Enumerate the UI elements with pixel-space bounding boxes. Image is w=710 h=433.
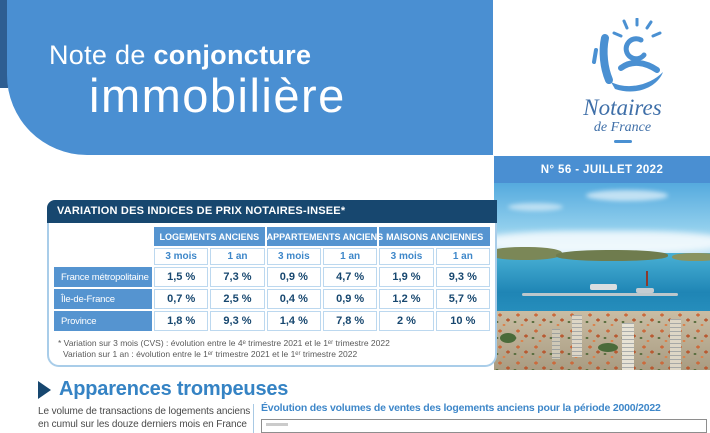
period-header: 3 mois <box>379 248 434 265</box>
photo-tree <box>598 343 618 352</box>
table-row: Province 1,8 % 9,3 % 1,4 % 7,8 % 2 % 10 … <box>54 311 490 331</box>
photo-island <box>556 250 668 261</box>
photo-ship <box>590 284 617 290</box>
newsletter-title: Note de conjoncture <box>49 40 311 71</box>
notaires-de-france-logo: Notaires de France <box>540 18 705 144</box>
footnote-line-1: * Variation sur 3 mois (CVS) : évolution… <box>58 338 390 348</box>
table-footnote: * Variation sur 3 mois (CVS) : évolution… <box>58 338 492 361</box>
empty-corner-cell <box>54 248 152 265</box>
period-header: 3 mois <box>266 248 321 265</box>
photo-tree <box>500 333 516 343</box>
photo-harbor-pier <box>522 293 678 296</box>
brand-underline-dash <box>613 140 632 144</box>
photo-building <box>622 323 634 370</box>
period-header: 1 an <box>322 248 378 265</box>
empty-corner-cell <box>54 227 152 246</box>
group-header-logements: LOGEMENTS ANCIENS <box>154 227 265 246</box>
table-group-header-row: LOGEMENTS ANCIENS APPARTEMENTS ANCIENS M… <box>54 227 490 246</box>
left-edge-accent-bar <box>0 0 8 88</box>
price-index-panel: VARIATION DES INDICES DE PRIX NOTAIRES-I… <box>47 200 497 367</box>
photo-island <box>672 253 710 261</box>
title-bold-part: conjoncture <box>153 40 312 70</box>
value-cell: 5,7 % <box>435 289 490 309</box>
photo-building <box>670 319 681 370</box>
article-body-text: Le volume de transactions de logements a… <box>38 406 251 430</box>
value-cell: 0,4 % <box>266 289 321 309</box>
period-header: 1 an <box>435 248 490 265</box>
row-label-province: Province <box>54 311 152 331</box>
value-cell: 1,5 % <box>154 267 209 287</box>
chart-axis-label-smudge <box>266 423 288 426</box>
table-period-header-row: 3 mois 1 an 3 mois 1 an 3 mois 1 an <box>54 248 490 265</box>
row-label-france: France métropolitaine <box>54 267 152 287</box>
table-title: VARIATION DES INDICES DE PRIX NOTAIRES-I… <box>47 200 497 223</box>
photo-building <box>572 315 582 357</box>
value-cell: 0,9 % <box>322 289 378 309</box>
photo-cloud <box>508 203 563 211</box>
title-regular-part: Note de <box>49 40 154 70</box>
value-cell: 1,8 % <box>154 311 209 331</box>
group-header-appartements: APPARTEMENTS ANCIENS <box>266 227 383 246</box>
masthead-banner: Note de conjoncture immobilière <box>7 0 493 155</box>
value-cell: 1,4 % <box>266 311 321 331</box>
table-body-container: LOGEMENTS ANCIENS APPARTEMENTS ANCIENS M… <box>47 223 497 367</box>
photo-island <box>494 247 562 260</box>
value-cell: 2,5 % <box>210 289 265 309</box>
value-cell: 9,3 % <box>210 311 265 331</box>
section-title: Apparences trompeuses <box>59 378 289 400</box>
value-cell: 7,3 % <box>210 267 265 287</box>
photo-cloud <box>586 190 668 201</box>
table-row: Île-de-France 0,7 % 2,5 % 0,4 % 0,9 % 1,… <box>54 289 490 309</box>
cover-photo-coastal-city <box>494 183 710 370</box>
column-divider <box>253 404 254 433</box>
group-header-maisons: MAISONS ANCIENNES <box>379 227 490 246</box>
brand-subname: de France <box>593 120 652 136</box>
row-label-idf: Île-de-France <box>54 289 152 309</box>
photo-building <box>552 329 560 359</box>
chart-column: Évolution des volumes de ventes des loge… <box>261 402 707 433</box>
triangle-bullet-icon <box>38 380 51 399</box>
value-cell: 2 % <box>379 311 434 331</box>
value-cell: 0,7 % <box>154 289 209 309</box>
newsletter-subtitle: immobilière <box>89 69 346 122</box>
period-header: 3 mois <box>154 248 209 265</box>
value-cell: 9,3 % <box>435 267 490 287</box>
brand-name: Notaires <box>583 95 662 120</box>
price-index-table: LOGEMENTS ANCIENS APPARTEMENTS ANCIENS M… <box>52 225 492 333</box>
photo-crane <box>646 271 648 286</box>
value-cell: 1,2 % <box>379 289 434 309</box>
issue-number-badge: N° 56 - JUILLET 2022 <box>494 156 710 183</box>
notaires-figure-icon <box>591 18 663 92</box>
chart-placeholder-box <box>261 419 707 433</box>
section-heading: Apparences trompeuses <box>38 378 288 401</box>
value-cell: 7,8 % <box>322 311 378 331</box>
value-cell: 0,9 % <box>266 267 321 287</box>
value-cell: 1,9 % <box>379 267 434 287</box>
value-cell: 4,7 % <box>322 267 378 287</box>
value-cell: 10 % <box>435 311 490 331</box>
photo-ship <box>636 288 654 293</box>
chart-heading: Évolution des volumes de ventes des loge… <box>261 402 661 414</box>
table-row: France métropolitaine 1,5 % 7,3 % 0,9 % … <box>54 267 490 287</box>
footnote-line-2: Variation sur 1 an : évolution entre le … <box>63 349 358 360</box>
period-header: 1 an <box>210 248 265 265</box>
